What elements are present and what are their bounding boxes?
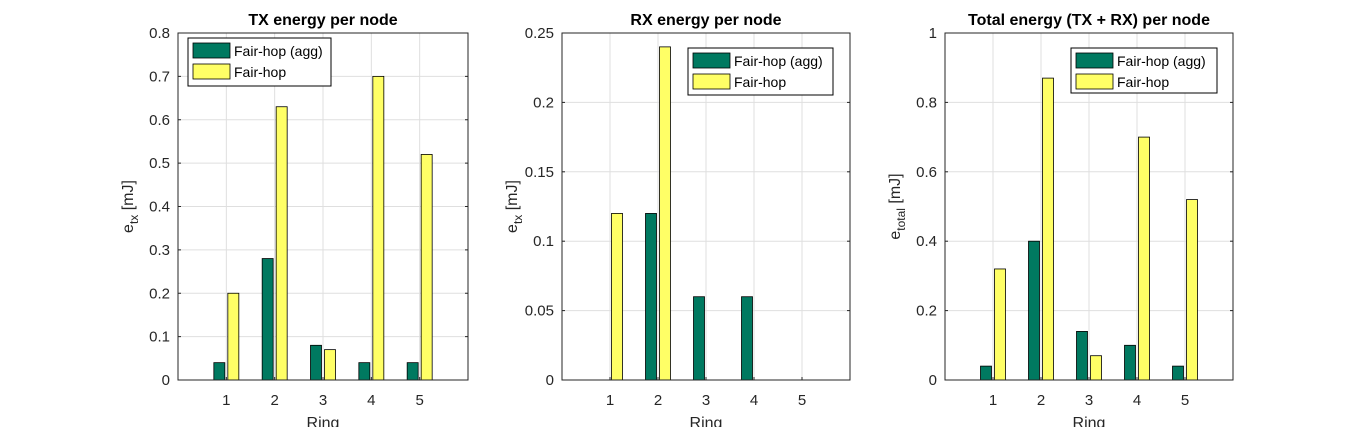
chart-3: 0 0.2 0.4 0.6 0.8 1 1 2 3 4 5 Total energy (TX + RX… [887, 12, 1234, 427]
y-tick-label: 0.8 [149, 25, 170, 42]
y-tick-label: 0.2 [533, 94, 554, 111]
x-tick-label: 4 [1133, 392, 1141, 409]
chart-2: 0 0.05 0.1 0.15 0.2 0.25 1 2 3 4 5 RX energy per no… [504, 12, 851, 427]
bar-fair-hop [227, 292, 240, 381]
y-tick-label: 0.3 [149, 242, 170, 259]
bar-fair-hop [275, 106, 288, 381]
legend-swatch [1075, 73, 1114, 90]
bar-fair-hop-agg [645, 213, 657, 381]
y-axis-label-main: e [120, 224, 137, 233]
y-axis-label-unit: [mJ] [120, 180, 137, 215]
bar-fair-hop-agg [310, 344, 322, 381]
y-tick-label: 0.6 [916, 164, 937, 181]
chart-title: RX energy per node [630, 12, 781, 29]
y-tick-label: 0.15 [525, 164, 554, 181]
bar-fair-hop [420, 154, 433, 381]
x-tick-label: 5 [798, 392, 806, 409]
y-tick-label: 0.25 [525, 25, 554, 42]
y-tick-label: 0 [546, 372, 554, 389]
y-tick-label: 0 [929, 372, 937, 389]
legend: Fair-hop (agg) Fair-hop [187, 37, 332, 87]
bar-fair-hop-agg [1172, 365, 1184, 381]
legend-swatch [692, 52, 731, 69]
y-tick-label: 0.1 [149, 329, 170, 346]
bar-fair-hop-agg [406, 362, 419, 381]
y-axis-label-unit: [mJ] [504, 180, 521, 215]
x-tick-label: 2 [1037, 392, 1045, 409]
bar-fair-hop-agg [693, 296, 705, 381]
x-tick-label: 1 [222, 392, 230, 409]
x-tick-label: 3 [319, 392, 327, 409]
x-tick-label: 1 [989, 392, 997, 409]
y-axis-label-subscript: tx [127, 215, 141, 224]
y-axis-label-subscript: tx [511, 215, 525, 224]
legend-label: Fair-hop [734, 74, 786, 90]
x-tick-label: 2 [270, 392, 278, 409]
x-axis-label: Ring [307, 415, 340, 427]
bar-fair-hop-agg [1076, 331, 1088, 381]
bar-fair-hop [659, 46, 671, 381]
bar-fair-hop-agg [213, 362, 226, 381]
legend-label: Fair-hop [234, 64, 286, 80]
x-tick-label: 3 [1085, 392, 1093, 409]
y-tick-label: 0.6 [149, 112, 170, 129]
legend: Fair-hop (agg) Fair-hop [687, 47, 834, 96]
legend-swatch [192, 42, 231, 59]
legend-label: Fair-hop [1117, 74, 1169, 90]
y-axis-label: etx [mJ] [120, 180, 141, 233]
legend-label: Fair-hop (agg) [234, 43, 323, 59]
legend-label: Fair-hop (agg) [1117, 53, 1206, 69]
y-axis-label-unit: [mJ] [887, 173, 904, 208]
x-tick-label: 4 [750, 392, 758, 409]
y-tick-label: 0.4 [149, 199, 170, 216]
legend-label: Fair-hop (agg) [734, 53, 823, 69]
chart-title: Total energy (TX + RX) per node [968, 12, 1210, 29]
bar-fair-hop-agg [980, 365, 992, 381]
x-axis-label: Ring [1073, 415, 1106, 427]
bar-fair-hop [1138, 136, 1150, 381]
bar-fair-hop-agg [1028, 240, 1040, 381]
legend-swatch [692, 73, 731, 90]
y-tick-label: 0.1 [533, 233, 554, 250]
chart-title: TX energy per node [248, 12, 397, 29]
bar-fair-hop-agg [741, 296, 753, 381]
bar-fair-hop [994, 268, 1006, 381]
x-tick-label: 4 [367, 392, 375, 409]
y-tick-label: 0.2 [916, 303, 937, 320]
y-tick-label: 0 [162, 372, 170, 389]
bar-fair-hop-agg [358, 362, 371, 381]
y-tick-label: 0.5 [149, 155, 170, 172]
y-axis-label: etx [mJ] [504, 180, 525, 233]
x-tick-label: 1 [606, 392, 614, 409]
x-tick-label: 5 [415, 392, 423, 409]
y-tick-label: 0.7 [149, 68, 170, 85]
bar-fair-hop-agg [1124, 344, 1136, 381]
x-tick-label: 2 [654, 392, 662, 409]
y-axis-label-main: e [887, 231, 904, 240]
y-tick-label: 0.05 [525, 303, 554, 320]
bar-fair-hop-agg [261, 258, 274, 381]
y-axis-label-subscript: total [894, 208, 908, 231]
legend: Fair-hop (agg) Fair-hop [1070, 47, 1218, 94]
chart-1: 0 0.1 0.2 0.3 0.4 0.5 0.6 0.7 0.8 1 2 3 4 5 TX energy … [120, 12, 469, 427]
x-tick-label: 5 [1181, 392, 1189, 409]
y-tick-label: 0.2 [149, 285, 170, 302]
y-tick-label: 0.8 [916, 94, 937, 111]
x-tick-label: 3 [702, 392, 710, 409]
x-axis-label: Ring [690, 415, 723, 427]
bar-fair-hop [1090, 355, 1102, 381]
legend-swatch [1075, 52, 1114, 69]
bar-fair-hop [1186, 199, 1198, 381]
bar-fair-hop [1042, 77, 1054, 381]
bar-fair-hop [324, 349, 336, 381]
legend-swatch [192, 63, 231, 80]
bar-fair-hop [611, 213, 623, 381]
y-tick-label: 1 [929, 25, 937, 42]
y-axis-label: etotal [mJ] [887, 173, 908, 239]
y-tick-label: 0.4 [916, 233, 937, 250]
y-axis-label-main: e [504, 224, 521, 233]
bar-fair-hop [372, 75, 385, 381]
